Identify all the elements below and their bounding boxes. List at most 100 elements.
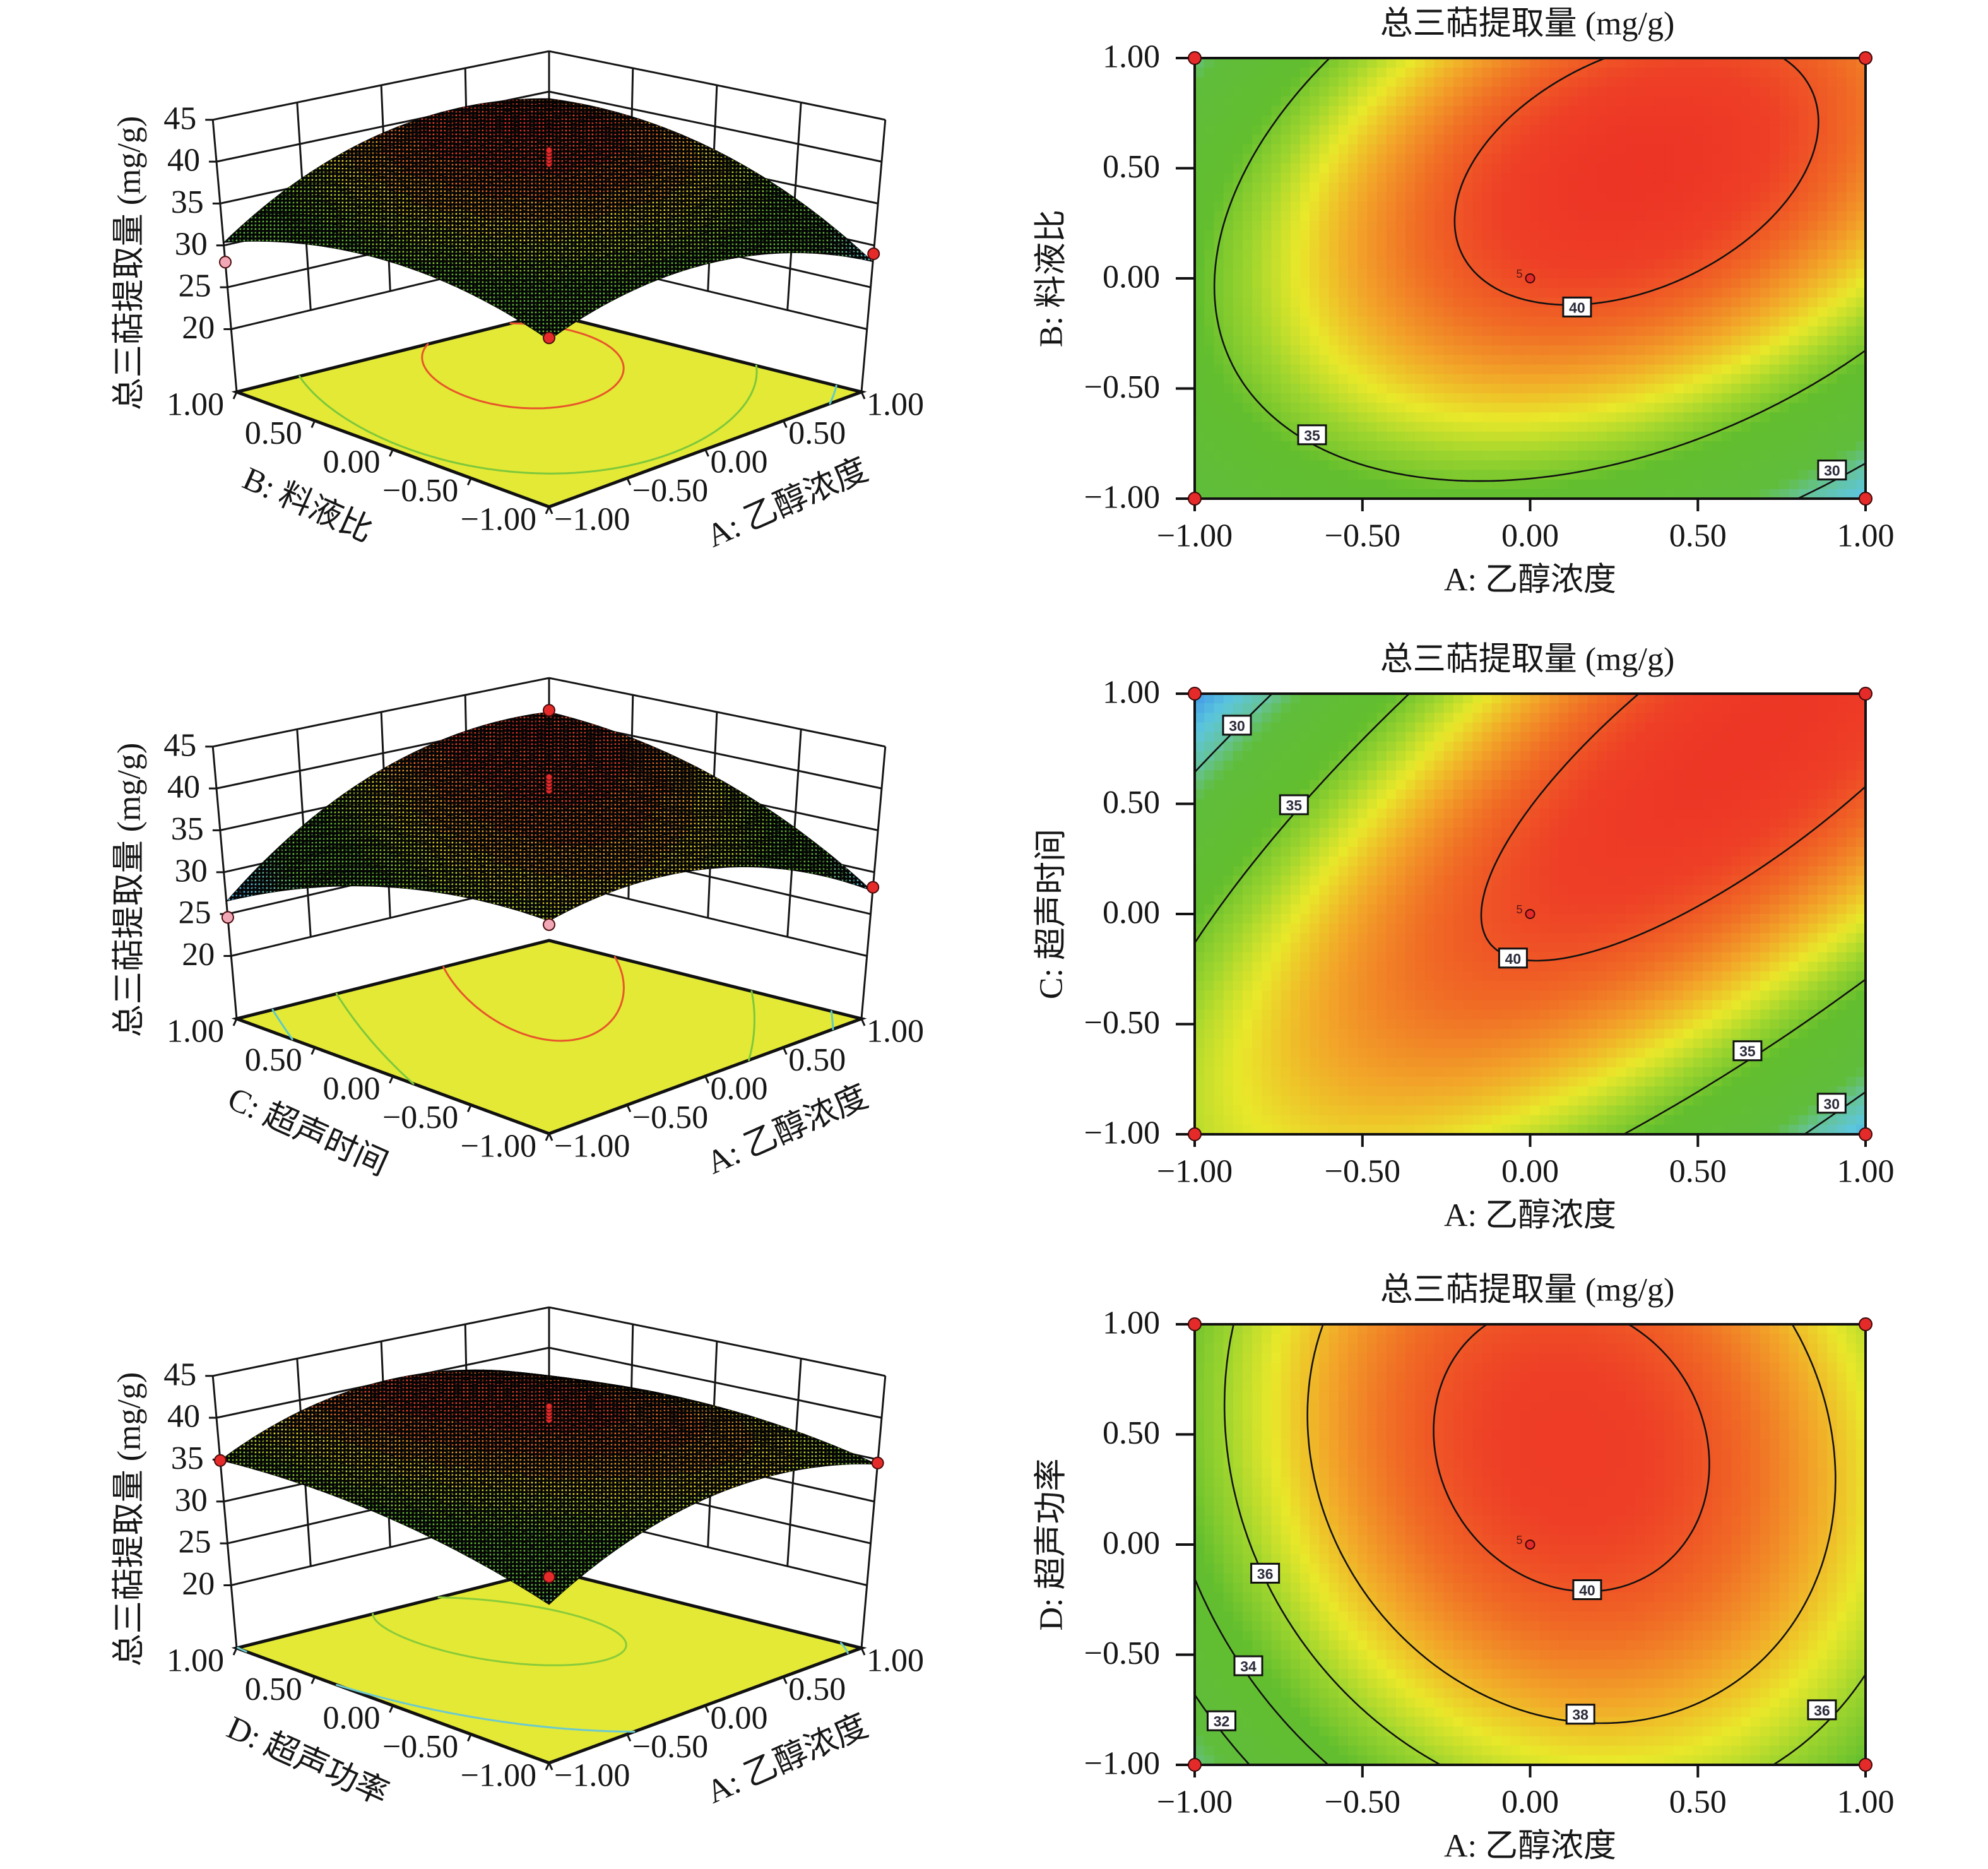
heatmap-cell [1511,412,1522,423]
heatmap-cell [1386,182,1397,193]
heatmap-cell [1482,355,1493,365]
heatmap-cell [1626,182,1636,193]
heatmap-cell [1683,221,1694,231]
heatmap-cell [1233,393,1243,404]
heatmap-cell [1683,364,1694,375]
heatmap-cell [1674,460,1684,471]
heatmap-cell [1434,259,1445,270]
heatmap-cell [1223,86,1234,97]
heatmap-cell [1607,451,1617,461]
heatmap-cell [1310,249,1320,260]
heatmap-cell [1597,326,1607,336]
heatmap-cell [1837,201,1847,212]
heatmap-cell [1271,249,1282,260]
heatmap-cell [1741,259,1751,270]
heatmap-cell [1300,288,1310,299]
response-surface [223,98,874,341]
heatmap-cell [1741,278,1751,288]
heatmap-cell [1434,374,1445,384]
heatmap-cell [1443,297,1454,308]
heatmap-cell [1702,297,1713,308]
heatmap-cell [1539,374,1550,384]
heatmap-cell [1722,345,1732,356]
heatmap-cell [1664,192,1675,203]
heatmap-cell [1367,96,1378,107]
heatmap-cell [1338,116,1349,126]
heatmap-cell [1271,316,1282,327]
heatmap-cell [1415,422,1426,432]
heatmap-cell [1242,355,1253,365]
heatmap-cell [1607,201,1617,212]
heatmap-cell [1539,422,1550,432]
heatmap-cell [1693,259,1703,270]
heatmap-cell [1530,163,1541,174]
heatmap-cell [1233,422,1243,432]
heatmap-cell [1722,278,1732,288]
heatmap-cell [1491,105,1502,116]
heatmap-cell [1578,403,1589,413]
z-axis-title: 总三萜提取量 (mg/g) [112,116,148,411]
heatmap-cell [1664,355,1675,365]
heatmap-cell [1252,431,1263,442]
heatmap-cell [1501,230,1512,241]
heatmap-cell [1319,77,1330,88]
heatmap-cell [1808,441,1818,451]
x-tick-label: 1.00 [1837,518,1895,554]
heatmap-cell [1674,374,1684,384]
heatmap-cell [1233,316,1243,327]
heatmap-cell [1664,211,1675,222]
heatmap-cell [1741,307,1751,317]
heatmap-cell [1348,345,1358,356]
heatmap-cell [1741,479,1751,490]
heatmap-cell [1837,278,1847,288]
heatmap-cell [1319,86,1330,97]
heatmap-cell [1195,86,1205,97]
heatmap-cell [1443,460,1454,471]
heatmap-cell [1482,249,1493,260]
heatmap-cell [1463,116,1474,126]
heatmap-cell [1559,316,1570,327]
heatmap-cell [1415,116,1426,126]
heatmap-cell [1635,58,1646,68]
heatmap-cell [1702,173,1713,184]
heatmap-cell [1405,451,1416,461]
heatmap-cell [1607,86,1617,97]
heatmap-cell [1395,412,1406,423]
heatmap-cell [1683,96,1694,107]
heatmap-cell [1328,240,1339,251]
heatmap-cell [1837,221,1847,231]
heatmap-cell [1195,201,1205,212]
y-tick-label: −0.50 [1084,369,1160,405]
heatmap-cell [1262,58,1272,68]
heatmap-cell [1539,116,1550,126]
heatmap-cell [1549,268,1559,279]
heatmap-cell [1367,201,1378,212]
heatmap-cell [1530,336,1541,346]
heatmap-cell [1271,96,1282,107]
heatmap-cell [1386,422,1397,432]
heatmap-cell [1434,86,1445,97]
heatmap-cell [1702,192,1713,203]
heatmap-cell [1779,182,1790,193]
heatmap-cell [1395,96,1406,107]
heatmap-cell [1434,77,1445,88]
heatmap-cell [1300,116,1310,126]
heatmap-cell [1328,278,1339,288]
heatmap-cell [1214,86,1224,97]
heatmap-cell [1195,393,1205,404]
heatmap-cell [1415,345,1426,356]
heatmap-cell [1501,393,1512,404]
heatmap-cell [1549,336,1559,346]
heatmap-cell [1233,96,1243,107]
heatmap-cell [1424,460,1435,471]
heatmap-cell [1808,460,1818,471]
heatmap-cell [1808,307,1818,317]
heatmap-cell [1338,105,1349,116]
heatmap-cell [1300,77,1310,88]
heatmap-cell [1472,297,1483,308]
heatmap-cell [1348,249,1358,260]
heatmap-cell [1674,383,1684,394]
heatmap-cell [1549,230,1559,241]
heatmap-cell [1376,403,1387,413]
heatmap-cell [1195,307,1205,317]
